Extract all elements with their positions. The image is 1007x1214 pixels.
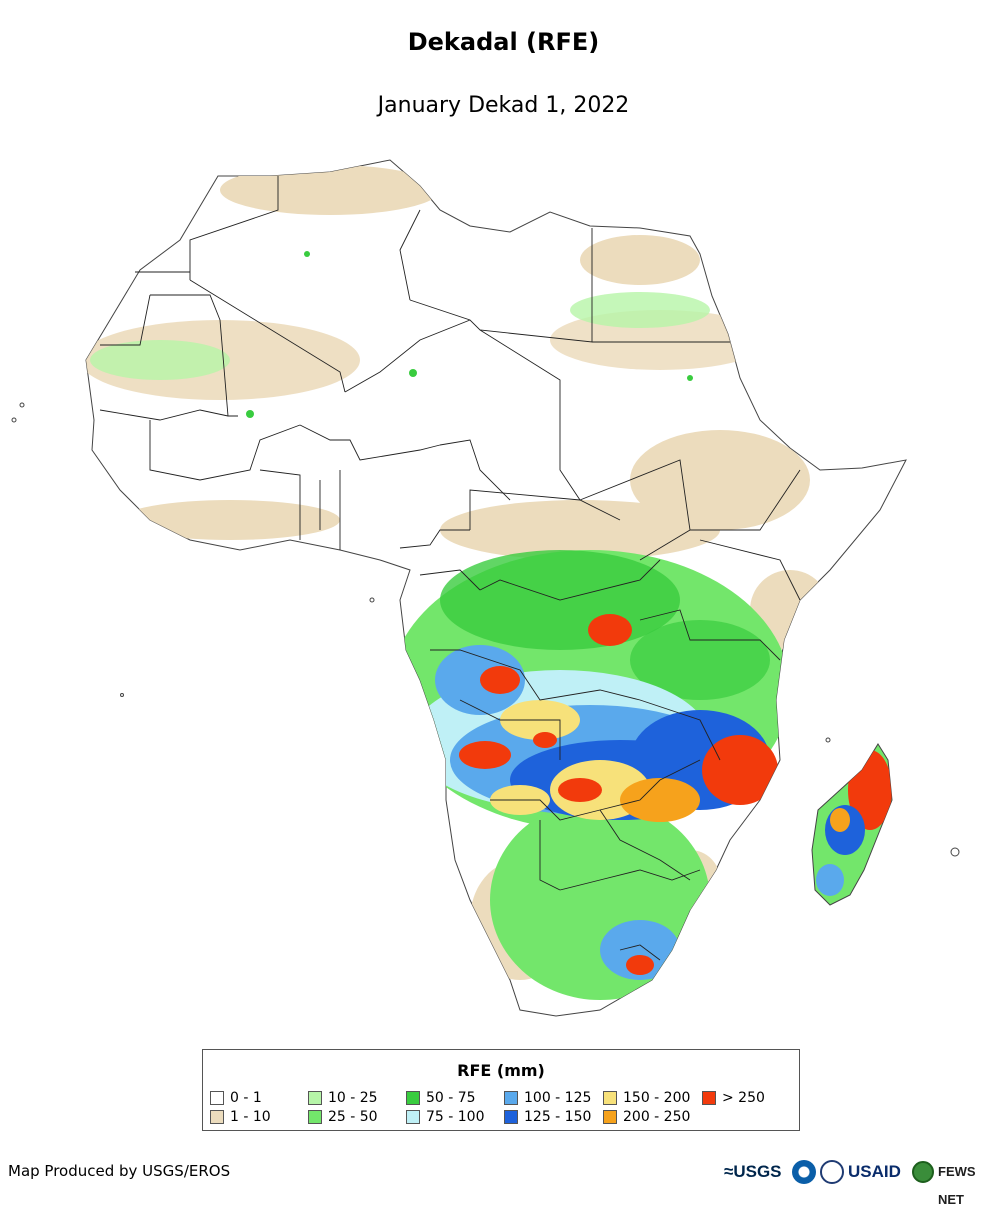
legend-label: 10 - 25 <box>328 1090 378 1106</box>
noaa-logo-icon <box>792 1160 816 1184</box>
legend-item: 10 - 25 <box>308 1090 378 1106</box>
legend-item: 75 - 100 <box>406 1109 485 1125</box>
legend-swatch <box>210 1091 224 1105</box>
fews-net-logo: FEWS NET <box>938 1164 976 1207</box>
usgs-logo: ≈USGS <box>724 1162 782 1181</box>
legend-item: 150 - 200 <box>603 1090 690 1106</box>
legend-label: 150 - 200 <box>623 1090 691 1106</box>
legend-swatch <box>504 1091 518 1105</box>
legend-swatch <box>603 1110 617 1124</box>
country-borders <box>99 176 801 961</box>
legend-item: 1 - 10 <box>210 1109 271 1125</box>
legend-label: > 250 <box>722 1090 765 1106</box>
legend-swatch <box>406 1091 420 1105</box>
legend-label: 0 - 1 <box>230 1090 262 1106</box>
legend-label: 200 - 250 <box>623 1109 691 1125</box>
legend-swatch <box>308 1110 322 1124</box>
map-title: Dekadal (RFE) <box>407 28 600 56</box>
legend-label: 125 - 150 <box>524 1109 592 1125</box>
legend-swatch <box>210 1110 224 1124</box>
usaid-logo: USAID <box>848 1162 901 1181</box>
rainfall-field <box>86 165 830 1000</box>
legend-swatch <box>308 1091 322 1105</box>
africa-rainfall-map <box>11 159 960 1017</box>
commerce-seal-icon <box>820 1160 844 1184</box>
legend-item: 200 - 250 <box>603 1109 690 1125</box>
legend-label: 1 - 10 <box>230 1109 271 1125</box>
legend-item: 100 - 125 <box>504 1090 591 1106</box>
credit-text: Map Produced by USGS/EROS <box>8 1162 231 1180</box>
legend-swatch <box>504 1110 518 1124</box>
legend-item: > 250 <box>702 1090 765 1106</box>
legend-swatch <box>702 1091 716 1105</box>
legend-item: 25 - 50 <box>308 1109 378 1125</box>
legend-title: RFE (mm) <box>457 1061 545 1080</box>
legend-label: 100 - 125 <box>524 1090 592 1106</box>
legend-label: 75 - 100 <box>426 1109 485 1125</box>
agency-logos: ≈USGS USAID FEWS NET <box>724 1158 1000 1207</box>
legend-label: 50 - 75 <box>426 1090 476 1106</box>
legend-item: 0 - 1 <box>210 1090 262 1106</box>
islands <box>11 402 960 857</box>
legend: RFE (mm) 0 - 1 1 - 10 10 - 25 25 - 50 50 - 7… <box>202 1049 800 1131</box>
legend-item: 125 - 150 <box>504 1109 591 1125</box>
legend-item: 50 - 75 <box>406 1090 476 1106</box>
legend-label: 25 - 50 <box>328 1109 378 1125</box>
legend-swatch <box>406 1110 420 1124</box>
legend-swatch <box>603 1091 617 1105</box>
map-subtitle: January Dekad 1, 2022 <box>377 93 630 118</box>
globe-icon <box>912 1161 934 1183</box>
